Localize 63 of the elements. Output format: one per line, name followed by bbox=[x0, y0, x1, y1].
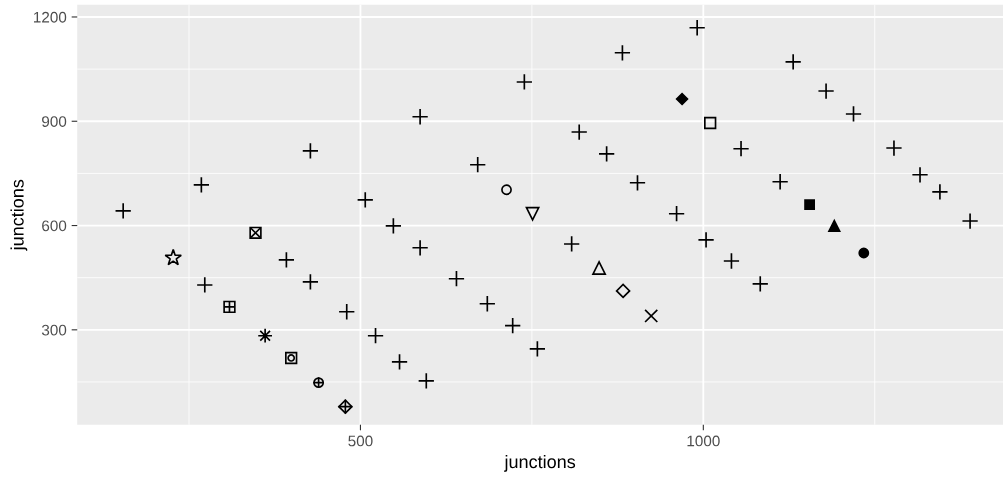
point bbox=[301, 142, 319, 160]
point bbox=[164, 248, 183, 266]
point bbox=[447, 270, 465, 288]
point bbox=[478, 295, 496, 313]
point bbox=[784, 53, 802, 71]
point bbox=[469, 156, 487, 174]
point bbox=[804, 199, 816, 211]
point bbox=[301, 273, 319, 291]
point bbox=[277, 251, 295, 269]
point bbox=[688, 19, 706, 37]
point bbox=[356, 191, 374, 209]
point bbox=[417, 372, 435, 390]
y-tick-label: 600 bbox=[42, 220, 67, 232]
point bbox=[570, 123, 588, 141]
point bbox=[338, 303, 356, 321]
point bbox=[411, 108, 429, 126]
point bbox=[528, 340, 546, 358]
point bbox=[249, 226, 262, 240]
point bbox=[911, 166, 929, 184]
point bbox=[504, 317, 522, 335]
point bbox=[223, 300, 236, 314]
point bbox=[817, 82, 835, 100]
x-tick-label: 1000 bbox=[687, 435, 720, 447]
point bbox=[629, 174, 646, 192]
point bbox=[501, 184, 512, 196]
y-tick-label: 300 bbox=[41, 324, 67, 336]
point bbox=[675, 92, 689, 106]
x-tick-label: 500 bbox=[348, 435, 373, 447]
point bbox=[257, 328, 273, 344]
point bbox=[845, 105, 862, 123]
point bbox=[592, 261, 607, 275]
point bbox=[598, 145, 616, 163]
point bbox=[615, 283, 631, 299]
point bbox=[114, 202, 132, 220]
point bbox=[285, 351, 298, 365]
point bbox=[858, 247, 870, 259]
point bbox=[613, 44, 631, 62]
point bbox=[525, 206, 540, 221]
point bbox=[961, 212, 979, 230]
point bbox=[704, 116, 717, 130]
point bbox=[931, 183, 949, 201]
point bbox=[828, 219, 841, 233]
point bbox=[515, 73, 533, 91]
point bbox=[771, 173, 789, 191]
point bbox=[644, 308, 659, 323]
y-axis-title: junctions bbox=[10, 179, 28, 251]
point bbox=[384, 217, 402, 235]
point bbox=[751, 275, 769, 293]
point bbox=[563, 235, 581, 253]
point bbox=[192, 176, 210, 194]
x-axis-title: junctions bbox=[504, 454, 576, 472]
point bbox=[668, 205, 686, 223]
point bbox=[367, 327, 385, 345]
point bbox=[337, 398, 354, 415]
point bbox=[697, 231, 715, 249]
y-tick-label: 900 bbox=[42, 116, 67, 127]
point bbox=[196, 276, 214, 294]
y-tick-label: 1200 bbox=[34, 11, 67, 23]
point bbox=[722, 252, 740, 270]
point bbox=[885, 139, 903, 157]
point bbox=[411, 239, 429, 257]
point bbox=[391, 353, 409, 371]
point bbox=[732, 140, 750, 158]
